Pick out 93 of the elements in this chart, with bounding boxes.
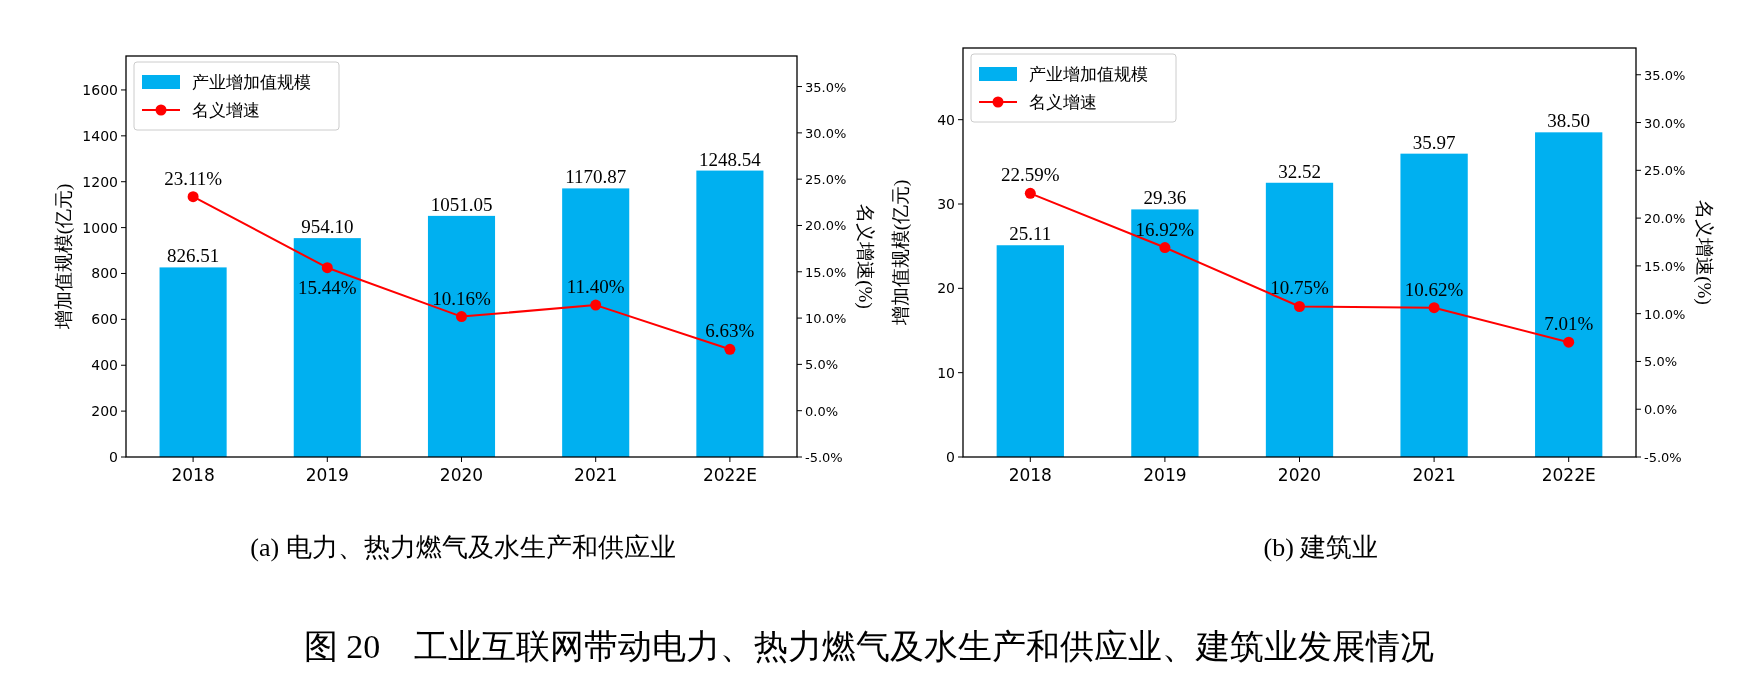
bar bbox=[427, 215, 496, 457]
bar bbox=[996, 245, 1064, 457]
y-tick-label: 0 bbox=[946, 449, 955, 465]
legend-label: 名义增速 bbox=[1029, 92, 1097, 112]
bar bbox=[1131, 209, 1199, 457]
data-label: 1170.87 bbox=[565, 166, 627, 188]
data-label: 10.75% bbox=[1270, 277, 1329, 299]
y-tick-label: 1600 bbox=[82, 81, 118, 98]
data-label: 25.11 bbox=[1009, 223, 1052, 245]
data-label: 1051.05 bbox=[430, 193, 493, 215]
point bbox=[321, 262, 333, 274]
x-tick-label: 2018 bbox=[171, 465, 215, 485]
y2-tick-label: 0.0% bbox=[805, 403, 839, 419]
y2-tick-label: 30.0% bbox=[1644, 115, 1686, 131]
y-tick-label: 10 bbox=[937, 364, 955, 381]
data-label: 35.97 bbox=[1412, 131, 1456, 153]
data-label: 16.92% bbox=[1135, 218, 1195, 240]
y-tick-label: 600 bbox=[91, 311, 118, 328]
y-tick-label: 200 bbox=[91, 403, 118, 420]
x-tick-label: 2021 bbox=[574, 465, 618, 485]
y2-tick-label: 5.0% bbox=[805, 357, 839, 373]
data-label: 954.10 bbox=[301, 216, 354, 238]
data-label: 826.51 bbox=[166, 245, 220, 267]
data-label: 15.44% bbox=[298, 276, 357, 298]
x-tick-label: 2020 bbox=[439, 465, 484, 485]
text: (b) 建筑业 bbox=[1263, 533, 1379, 562]
x-tick-label: 2019 bbox=[305, 465, 349, 485]
y-tick-label: 800 bbox=[91, 265, 118, 282]
point bbox=[1563, 336, 1575, 348]
y-tick-label: 40 bbox=[937, 111, 955, 128]
x-tick-label: 2018 bbox=[1008, 465, 1052, 485]
x-tick-label: 2022E bbox=[702, 465, 757, 485]
y2-tick-label: 15.0% bbox=[1644, 258, 1686, 274]
legend-label: 产业增加值规模 bbox=[1029, 64, 1148, 84]
y2-tick-label: 20.0% bbox=[805, 218, 847, 234]
caption: 图 20 工业互联网带动电力、热力燃气及水生产和供应业、建筑业发展情况 bbox=[303, 628, 1435, 665]
y2-tick-label: 15.0% bbox=[805, 264, 847, 280]
y2-tick-label: 20.0% bbox=[1644, 211, 1686, 227]
bar bbox=[159, 267, 227, 457]
y2-axis-title: 名义增速(%) bbox=[1693, 200, 1715, 305]
data-label: 1248.54 bbox=[699, 148, 762, 170]
y2-tick-label: 0.0% bbox=[1644, 402, 1678, 418]
y2-tick-label: 35.0% bbox=[1644, 67, 1686, 83]
y2-axis-title: 名义增速(%) bbox=[854, 204, 876, 309]
data-label: 10.16% bbox=[432, 287, 491, 309]
y-tick-label: 400 bbox=[91, 357, 118, 374]
text: (a) 电力、热力燃气及水生产和供应业 bbox=[250, 533, 676, 562]
legend-label: 产业增加值规模 bbox=[192, 72, 311, 92]
bar bbox=[1400, 153, 1468, 457]
point bbox=[590, 299, 602, 311]
y2-tick-label: 25.0% bbox=[1644, 163, 1686, 179]
y2-tick-label: 5.0% bbox=[1644, 354, 1678, 370]
x-tick-label: 2019 bbox=[1143, 465, 1187, 485]
point bbox=[1294, 300, 1305, 312]
point bbox=[1024, 187, 1036, 199]
data-label: 38.50 bbox=[1547, 110, 1591, 132]
bar bbox=[293, 238, 361, 457]
point bbox=[724, 343, 736, 355]
y2-tick-label: 10.0% bbox=[1644, 306, 1686, 322]
legend-label: 名义增速 bbox=[192, 100, 260, 120]
y-tick-label: 1400 bbox=[82, 127, 118, 144]
point bbox=[456, 311, 467, 323]
y2-tick-label: 25.0% bbox=[805, 172, 847, 188]
y-tick-label: 1000 bbox=[82, 219, 118, 236]
data-label: 11.40% bbox=[566, 276, 625, 298]
data-label: 7.01% bbox=[1544, 313, 1594, 335]
bar bbox=[1535, 132, 1603, 457]
y2-tick-label: 30.0% bbox=[805, 125, 847, 141]
x-tick-label: 2020 bbox=[1277, 465, 1322, 485]
data-label: 22.59% bbox=[1001, 164, 1060, 186]
data-label: 23.11% bbox=[164, 167, 223, 189]
y-axis-title: 增加值规模(亿元) bbox=[890, 179, 912, 327]
data-label: 32.52 bbox=[1278, 160, 1321, 182]
y2-tick-label: 10.0% bbox=[805, 311, 847, 327]
y-tick-label: 30 bbox=[937, 196, 955, 213]
y2-tick-label: -5.0% bbox=[805, 450, 843, 465]
y2-tick-label: -5.0% bbox=[1644, 450, 1682, 465]
y-axis-title: 增加值规模(亿元) bbox=[53, 183, 75, 331]
point bbox=[187, 191, 199, 203]
bar bbox=[696, 170, 764, 457]
point bbox=[1159, 242, 1171, 254]
x-tick-label: 2022E bbox=[1541, 465, 1596, 485]
y2-tick-label: 35.0% bbox=[805, 79, 847, 95]
y-tick-label: 20 bbox=[937, 280, 955, 297]
point bbox=[1428, 302, 1440, 314]
y-tick-label: 1200 bbox=[82, 173, 118, 190]
bar bbox=[1265, 182, 1334, 457]
data-label: 6.63% bbox=[705, 320, 755, 342]
data-label: 10.62% bbox=[1404, 278, 1464, 300]
y-tick-label: 0 bbox=[109, 449, 118, 465]
data-label: 29.36 bbox=[1143, 187, 1187, 209]
bar bbox=[562, 188, 630, 457]
x-tick-label: 2021 bbox=[1412, 465, 1456, 485]
